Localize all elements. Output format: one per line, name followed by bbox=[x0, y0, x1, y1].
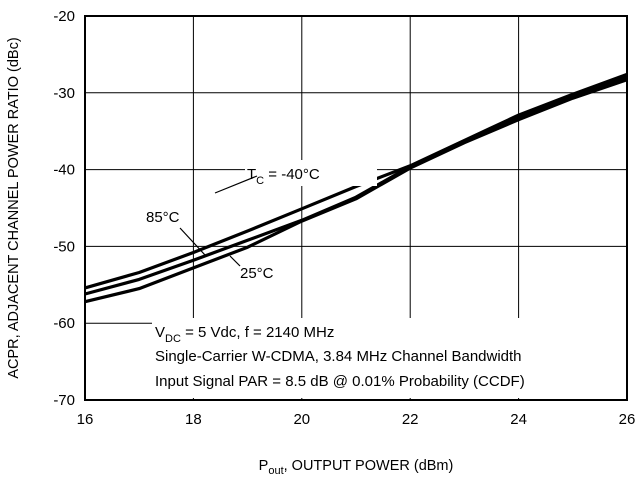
y-tick-label: -50 bbox=[53, 238, 75, 255]
label-85c: 85°C bbox=[146, 209, 180, 226]
y-tick-label: -20 bbox=[53, 8, 75, 25]
x-axis-title: Pout, OUTPUT POWER (dBm) bbox=[259, 458, 454, 477]
y-axis-title: ACPR, ADJACENT CHANNEL POWER RATIO (dBc) bbox=[6, 37, 22, 378]
x-tick-label: 22 bbox=[402, 411, 419, 428]
condition-line-1: VDC = 5 Vdc, f = 2140 MHz bbox=[155, 324, 334, 345]
condition-line-2: Single-Carrier W-CDMA, 3.84 MHz Channel … bbox=[155, 348, 522, 365]
leader-tc bbox=[214, 175, 258, 194]
y-tick-label: -30 bbox=[53, 85, 75, 102]
leader-25c bbox=[229, 255, 241, 267]
plot-frame bbox=[84, 15, 628, 401]
y-tick-label: -40 bbox=[53, 162, 75, 179]
tc-label-bg bbox=[245, 160, 377, 186]
y-tick-label: -70 bbox=[53, 392, 75, 409]
tick-labels: 16 18 20 22 24 26 -70 -60 -50 -40 -30 -20 bbox=[53, 8, 635, 428]
x-tick-label: 20 bbox=[293, 411, 310, 428]
x-tick-label: 18 bbox=[185, 411, 202, 428]
tc-label: TC = -40°C bbox=[247, 166, 320, 187]
y-tick-label: -60 bbox=[53, 315, 75, 332]
condition-line-3: Input Signal PAR = 8.5 dB @ 0.01% Probab… bbox=[155, 373, 525, 390]
label-25c: 25°C bbox=[240, 265, 274, 282]
series-line-0 bbox=[84, 72, 628, 290]
x-tick-label: 16 bbox=[77, 411, 94, 428]
leader-85c bbox=[179, 227, 206, 256]
x-tick-label: 26 bbox=[619, 411, 636, 428]
series-line-2 bbox=[84, 78, 628, 304]
data-curves bbox=[84, 72, 628, 304]
x-tick-label: 24 bbox=[510, 411, 527, 428]
conditions-bg bbox=[152, 318, 626, 398]
